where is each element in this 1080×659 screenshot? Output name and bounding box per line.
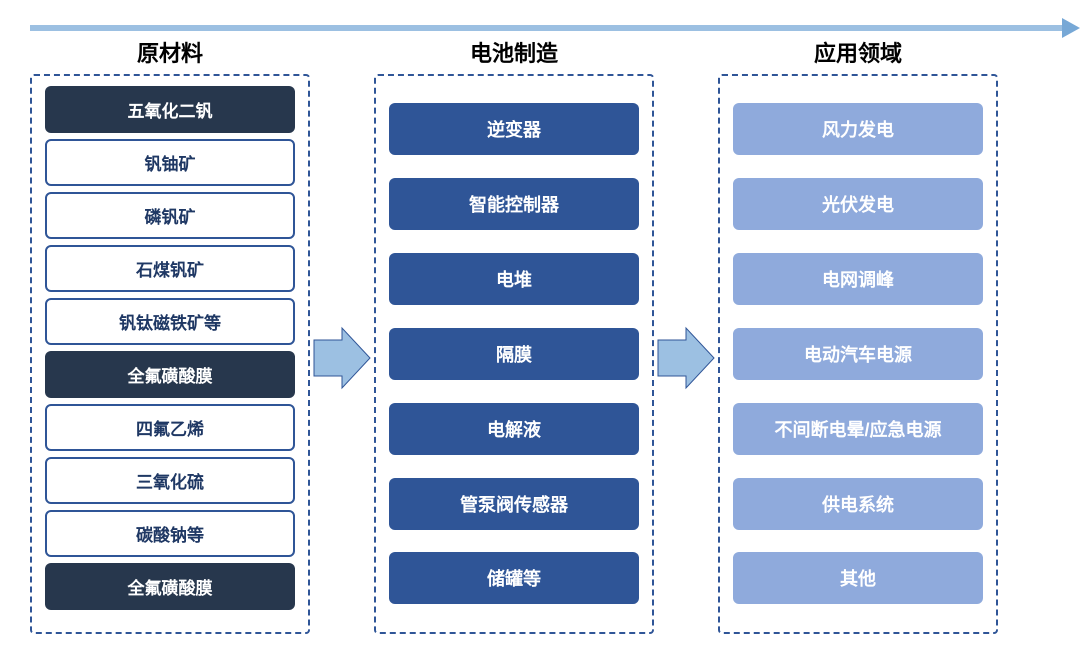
column-battery-manufacturing: 电池制造 逆变器 智能控制器 电堆 隔膜 电解液 管泵阀传感器 储罐等 — [374, 36, 654, 639]
chevron-right-icon — [312, 326, 372, 390]
list-item: 全氟磺酸膜 — [45, 351, 295, 398]
column-box: 风力发电 光伏发电 电网调峰 电动汽车电源 不间断电晕/应急电源 供电系统 其他 — [718, 74, 998, 634]
connector-arrow-1 — [310, 36, 374, 639]
top-arrow-head-icon — [1062, 18, 1080, 38]
list-item: 四氟乙烯 — [45, 404, 295, 451]
list-item: 不间断电晕/应急电源 — [733, 403, 983, 455]
list-item: 三氧化硫 — [45, 457, 295, 504]
list-item: 逆变器 — [389, 103, 639, 155]
list-item: 五氧化二钒 — [45, 86, 295, 133]
list-item: 其他 — [733, 552, 983, 604]
list-item: 电解液 — [389, 403, 639, 455]
list-item: 电网调峰 — [733, 253, 983, 305]
list-item: 储罐等 — [389, 552, 639, 604]
list-item: 钒铀矿 — [45, 139, 295, 186]
list-item: 隔膜 — [389, 328, 639, 380]
list-item: 磷钒矿 — [45, 192, 295, 239]
list-item: 智能控制器 — [389, 178, 639, 230]
list-item: 碳酸钠等 — [45, 510, 295, 557]
diagram-columns: 原材料 五氧化二钒 钒铀矿 磷钒矿 石煤钒矿 钒钛磁铁矿等 全氟磺酸膜 四氟乙烯… — [30, 36, 1056, 639]
list-item: 供电系统 — [733, 478, 983, 530]
column-title: 原材料 — [137, 36, 203, 66]
column-title: 应用领域 — [814, 36, 902, 66]
connector-arrow-2 — [654, 36, 718, 639]
column-box: 五氧化二钒 钒铀矿 磷钒矿 石煤钒矿 钒钛磁铁矿等 全氟磺酸膜 四氟乙烯 三氧化… — [30, 74, 310, 634]
list-item: 石煤钒矿 — [45, 245, 295, 292]
column-applications: 应用领域 风力发电 光伏发电 电网调峰 电动汽车电源 不间断电晕/应急电源 供电… — [718, 36, 998, 639]
column-box: 逆变器 智能控制器 电堆 隔膜 电解液 管泵阀传感器 储罐等 — [374, 74, 654, 634]
list-item: 全氟磺酸膜 — [45, 563, 295, 610]
list-item: 风力发电 — [733, 103, 983, 155]
list-item: 电动汽车电源 — [733, 328, 983, 380]
chevron-right-icon — [656, 326, 716, 390]
list-item: 管泵阀传感器 — [389, 478, 639, 530]
list-item: 电堆 — [389, 253, 639, 305]
column-raw-materials: 原材料 五氧化二钒 钒铀矿 磷钒矿 石煤钒矿 钒钛磁铁矿等 全氟磺酸膜 四氟乙烯… — [30, 36, 310, 639]
list-item: 钒钛磁铁矿等 — [45, 298, 295, 345]
list-item: 光伏发电 — [733, 178, 983, 230]
top-arrow-line — [30, 25, 1062, 31]
top-progress-arrow — [30, 22, 1080, 34]
column-title: 电池制造 — [470, 36, 558, 66]
